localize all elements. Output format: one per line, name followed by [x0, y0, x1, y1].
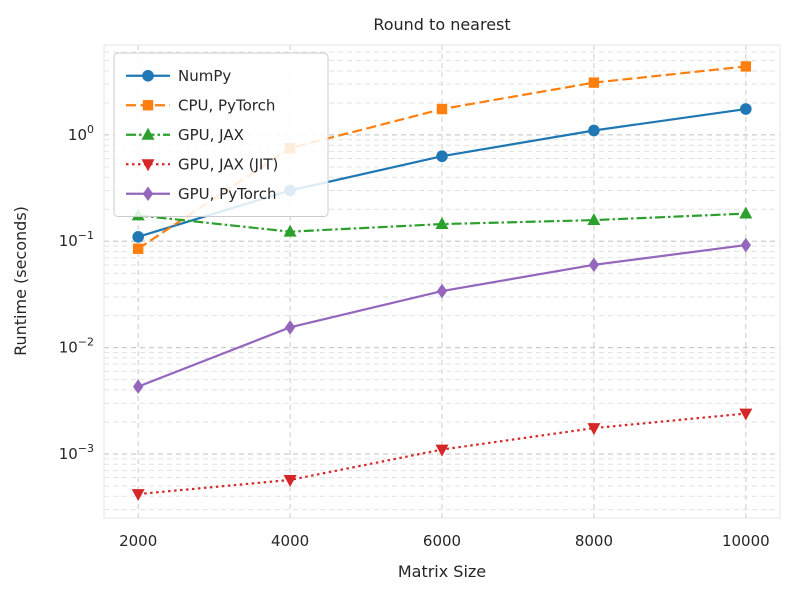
- marker-triangle-up: [283, 224, 297, 237]
- marker-diamond: [142, 186, 154, 202]
- legend-label: GPU, JAX (JIT): [178, 155, 278, 173]
- marker-circle: [740, 103, 752, 115]
- marker-diamond: [132, 379, 144, 394]
- marker-triangle-up: [435, 217, 449, 230]
- legend-item-gpu-jax-jit-: GPU, JAX (JIT): [126, 155, 278, 173]
- marker-triangle-down: [587, 423, 601, 436]
- y-tick-label: 100: [68, 123, 94, 144]
- x-tick-label: 4000: [271, 532, 309, 550]
- marker-square: [132, 243, 144, 254]
- marker-circle: [132, 231, 144, 243]
- plot-border: [103, 44, 781, 519]
- marker-circle: [588, 124, 600, 137]
- marker-triangle-up: [587, 213, 601, 226]
- legend-item-numpy: NumPy: [126, 67, 231, 85]
- legend-box: [113, 52, 329, 217]
- x-tick-label: 6000: [423, 532, 461, 550]
- marker-triangle-down: [283, 474, 297, 487]
- legend-item-gpu-jax: GPU, JAX: [126, 126, 244, 144]
- marker-square: [436, 103, 448, 115]
- marker-diamond: [436, 283, 448, 299]
- chart-title: Round to nearest: [373, 15, 510, 34]
- marker-square: [588, 77, 600, 88]
- legend-label: CPU, PyTorch: [178, 96, 275, 114]
- legend-item-gpu-pytorch: GPU, PyTorch: [126, 185, 277, 203]
- y-axis-label: Runtime (seconds): [11, 206, 30, 356]
- marker-diamond: [740, 237, 752, 253]
- x-axis-label: Matrix Size: [398, 562, 486, 581]
- legend: NumPy CPU, PyTorch GPU, JAX GPU, JAX (JIT) G…: [113, 52, 329, 217]
- marker-circle: [142, 69, 154, 82]
- marker-square: [142, 100, 154, 111]
- marker-triangle-down: [131, 489, 145, 502]
- marker-triangle-down: [435, 444, 449, 457]
- marker-diamond: [588, 257, 600, 273]
- axis-ticks: 2000 4000 6000 8000 10000 10−3 10−2 10−1 100: [59, 123, 770, 550]
- marker-triangle-up: [141, 127, 155, 140]
- marker-triangle-down: [739, 408, 753, 421]
- y-tick-label: 10−1: [59, 229, 94, 250]
- marker-triangle-up: [739, 206, 753, 219]
- legend-label: NumPy: [178, 67, 231, 85]
- legend-label: GPU, PyTorch: [178, 185, 277, 203]
- x-tick-label: 2000: [119, 532, 157, 550]
- marker-diamond: [284, 320, 296, 335]
- marker-triangle-down: [141, 159, 155, 172]
- x-tick-label: 10000: [722, 532, 770, 550]
- legend-item-cpu-pytorch: CPU, PyTorch: [126, 96, 275, 114]
- y-tick-label: 10−2: [59, 336, 94, 357]
- legend-label: GPU, JAX: [178, 126, 244, 144]
- y-tick-label: 10−3: [59, 442, 94, 463]
- marker-circle: [436, 150, 448, 163]
- marker-square: [740, 61, 752, 72]
- x-tick-label: 8000: [575, 532, 613, 550]
